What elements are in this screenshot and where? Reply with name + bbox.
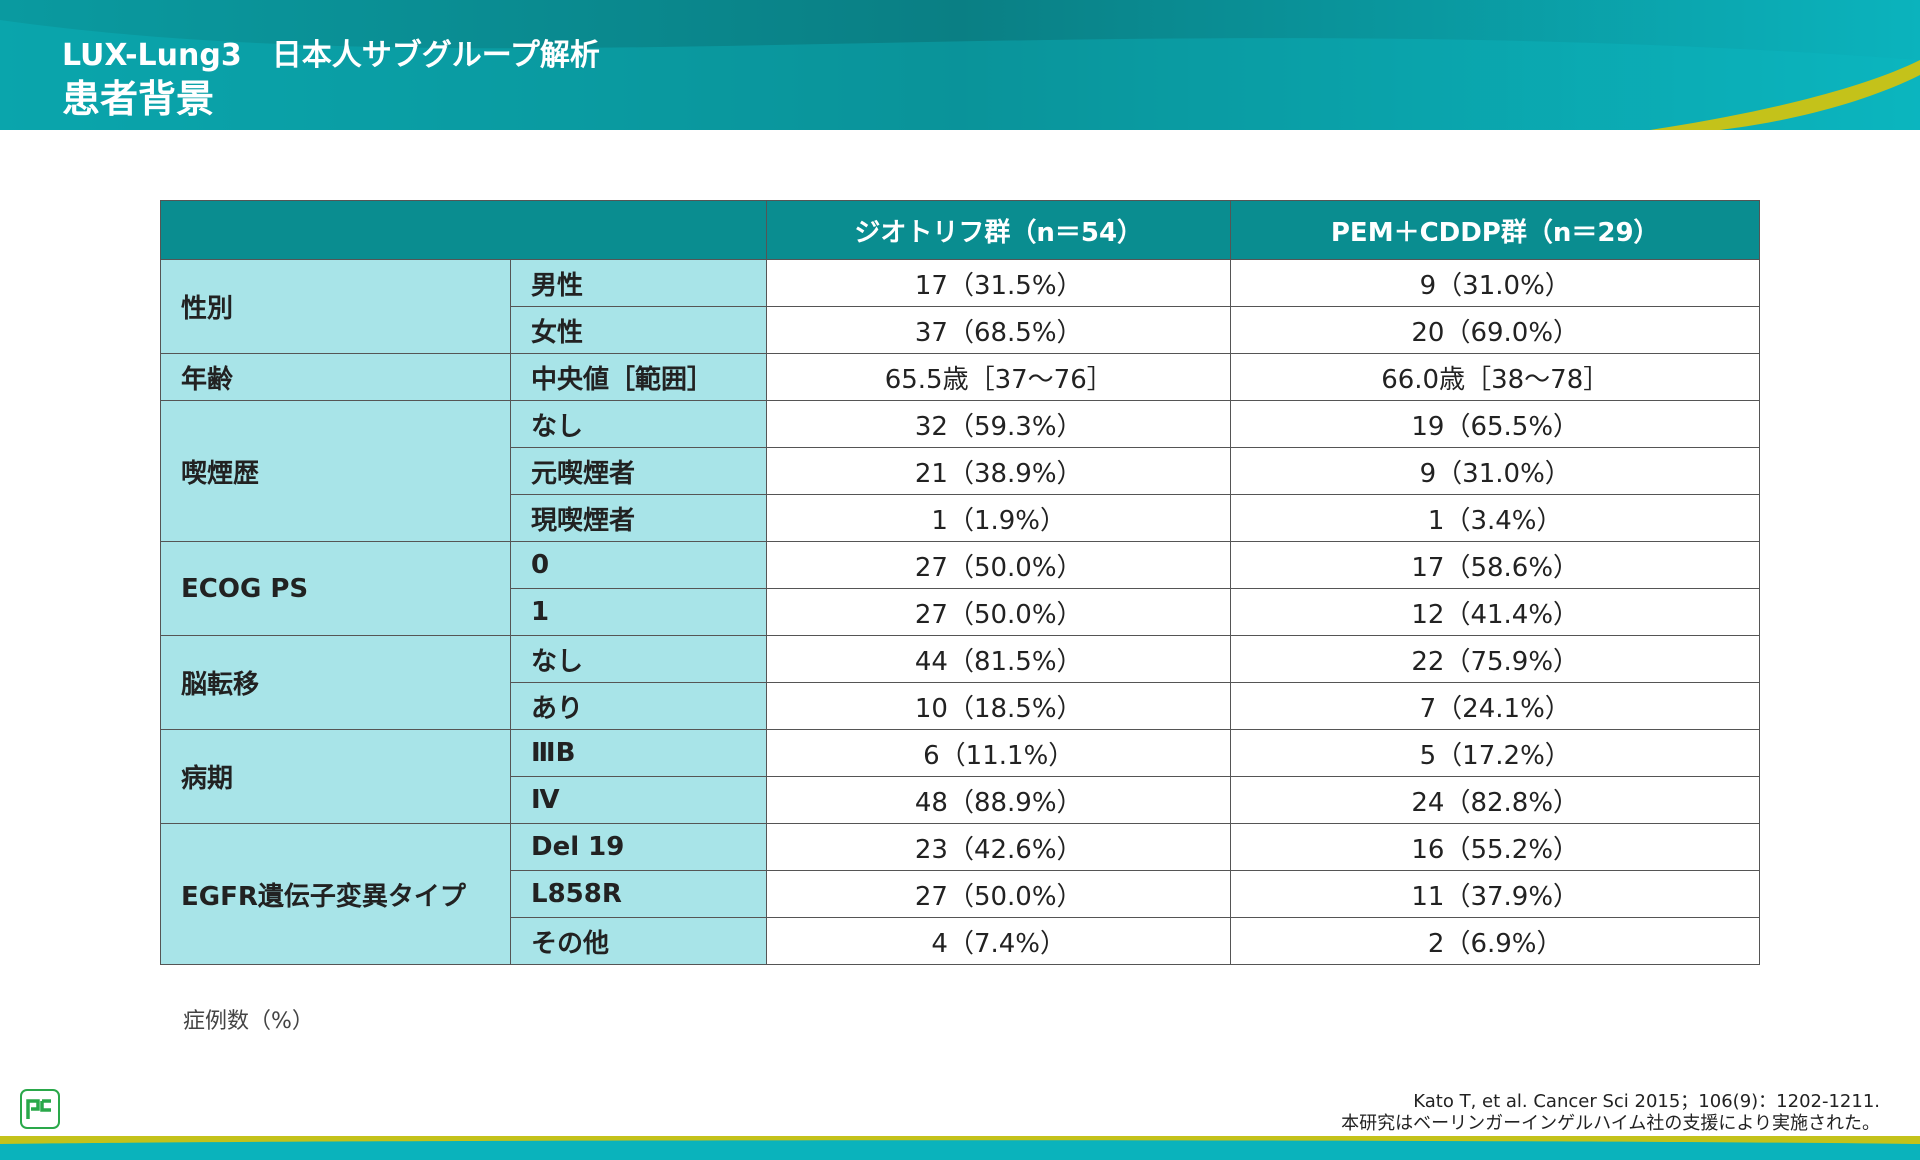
value-cell: 2（6.9%） <box>1230 917 1760 965</box>
value-cell: 23（42.6%） <box>765 823 1232 871</box>
value-cell: 7（24.1%） <box>1230 682 1760 730</box>
value-cell: 20（69.0%） <box>1230 306 1760 354</box>
value-cell: 9（31.0%） <box>1230 259 1760 307</box>
table-row: ECOG PS 0 27（50.0%） 17（58.6%） <box>160 541 1760 636</box>
logo <box>20 1089 60 1129</box>
value-cell: 9（31.0%） <box>1230 447 1760 495</box>
group-label: 病期 <box>160 729 511 824</box>
table-row: 性別 男性 17（31.5%） 9（31.0%） <box>160 259 1760 354</box>
row-label: その他 <box>510 917 767 965</box>
row-label: 0 <box>510 541 767 589</box>
table-row: 脳転移 なし 44（81.5%） 22（75.9%） <box>160 635 1760 730</box>
group-label: ECOG PS <box>160 541 511 636</box>
row-label: なし <box>510 400 767 448</box>
table-row: Ⅳ 48（88.9%） 24（82.8%） <box>161 776 1760 824</box>
table-row: EGFR遺伝子変異タイプ Del 19 23（42.6%） 16（55.2%） <box>160 823 1760 965</box>
value-cell: 6（11.1%） <box>765 729 1232 777</box>
row-label: 現喫煙者 <box>510 494 767 542</box>
table-row: あり 10（18.5%） 7（24.1%） <box>161 682 1760 730</box>
value-cell: 19（65.5%） <box>1230 400 1760 448</box>
value-cell: 16（55.2%） <box>1230 823 1760 871</box>
header-row: ジオトリフ群（n＝54） PEM＋CDDP群（n＝29） <box>160 200 1760 260</box>
subtitle: 患者背景 <box>62 77 215 121</box>
table-row: 1 27（50.0%） 12（41.4%） <box>161 588 1760 636</box>
row-label: 1 <box>510 588 767 636</box>
footer-band <box>0 1136 1920 1160</box>
table-row: 喫煙歴 なし 32（59.3%） 19（65.5%） <box>160 400 1760 542</box>
value-cell: 5（17.2%） <box>1230 729 1760 777</box>
header-band <box>0 0 1920 130</box>
row-label: なし <box>510 635 767 683</box>
value-cell: 1（3.4%） <box>1230 494 1760 542</box>
table-row: 女性 37（68.5%） 20（69.0%） <box>161 306 1760 354</box>
value-cell: 66.0歳［38〜78］ <box>1230 353 1760 401</box>
group-label: 喫煙歴 <box>160 400 511 542</box>
value-cell: 10（18.5%） <box>765 682 1232 730</box>
note: 症例数（%） <box>183 1009 314 1034</box>
group-label: 性別 <box>160 259 511 354</box>
value-cell: 21（38.9%） <box>765 447 1232 495</box>
table-row: 現喫煙者 1（1.9%） 1（3.4%） <box>161 494 1760 542</box>
group-label: 脳転移 <box>160 635 511 730</box>
value-cell: 48（88.9%） <box>765 776 1232 824</box>
reference: 本研究はベーリンガーインゲルハイム社の支援により実施された。 <box>1341 1113 1880 1134</box>
row-label: 男性 <box>510 259 767 307</box>
value-cell: 27（50.0%） <box>765 541 1232 589</box>
row-label: Del 19 <box>510 823 767 871</box>
value-cell: 27（50.0%） <box>765 870 1232 918</box>
table-row: 元喫煙者 21（38.9%） 9（31.0%） <box>161 447 1760 495</box>
table-row: 病期 ⅢB 6（11.1%） 5（17.2%） <box>160 729 1760 824</box>
row-label: 中央値［範囲］ <box>510 353 767 401</box>
value-cell: 32（59.3%） <box>765 400 1232 448</box>
group-label: EGFR遺伝子変異タイプ <box>160 823 511 965</box>
reference: Kato T, et al. Cancer Sci 2015；106(9)：12… <box>1413 1091 1880 1112</box>
value-cell: 17（31.5%） <box>765 259 1232 307</box>
group-label: 年齢 <box>160 353 511 401</box>
row-label: Ⅳ <box>510 776 767 824</box>
row-label: あり <box>510 682 767 730</box>
column-header: ジオトリフ群（n＝54） <box>765 200 1232 260</box>
title: LUX-Lung3 日本人サブグループ解析 <box>62 38 600 73</box>
row-label: 女性 <box>510 306 767 354</box>
value-cell: 24（82.8%） <box>1230 776 1760 824</box>
value-cell: 22（75.9%） <box>1230 635 1760 683</box>
value-cell: 27（50.0%） <box>765 588 1232 636</box>
row-label: ⅢB <box>510 729 767 777</box>
value-cell: 1（1.9%） <box>765 494 1232 542</box>
value-cell: 65.5歳［37〜76］ <box>765 353 1232 401</box>
row-label: 元喫煙者 <box>510 447 767 495</box>
value-cell: 37（68.5%） <box>765 306 1232 354</box>
row-label: L858R <box>510 870 767 918</box>
value-cell: 4（7.4%） <box>765 917 1232 965</box>
table-row: L858R 27（50.0%） 11（37.9%） <box>161 870 1760 918</box>
column-header: PEM＋CDDP群（n＝29） <box>1230 200 1760 260</box>
value-cell: 17（58.6%） <box>1230 541 1760 589</box>
table-row: 年齢 中央値［範囲］ 65.5歳［37〜76］ 66.0歳［38〜78］ <box>160 353 1760 401</box>
value-cell: 44（81.5%） <box>765 635 1232 683</box>
value-cell: 11（37.9%） <box>1230 870 1760 918</box>
table-row: その他 4（7.4%） 2（6.9%） <box>161 917 1760 965</box>
value-cell: 12（41.4%） <box>1230 588 1760 636</box>
data-table: ジオトリフ群（n＝54） PEM＋CDDP群（n＝29） 性別 男性 17（31.5%）… <box>160 200 1760 965</box>
corner-cell <box>160 200 767 260</box>
